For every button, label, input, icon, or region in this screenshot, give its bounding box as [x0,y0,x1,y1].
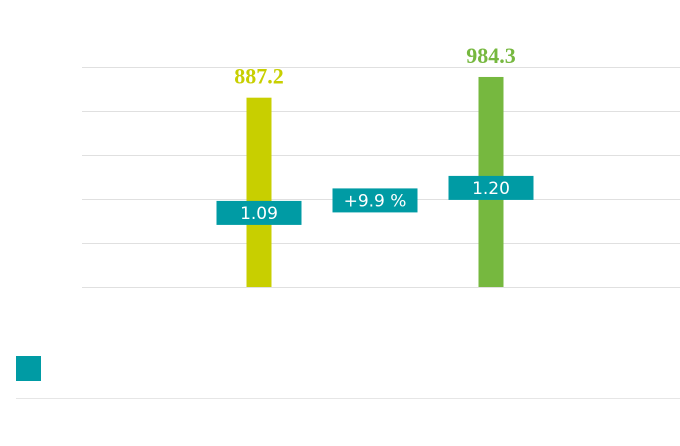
ratio-box [216,200,302,225]
ratio-label: 1.09 [240,204,278,224]
legend-swatch [16,356,41,381]
ratio-box [448,175,534,200]
annotation: +9.9 % [344,191,407,211]
annotation-box [332,188,418,213]
bar-value-label: 887.2 [234,64,284,89]
bar-value-label: 984.3 [466,43,516,68]
bar [246,97,272,287]
ratio-label: 1.20 [472,179,510,199]
